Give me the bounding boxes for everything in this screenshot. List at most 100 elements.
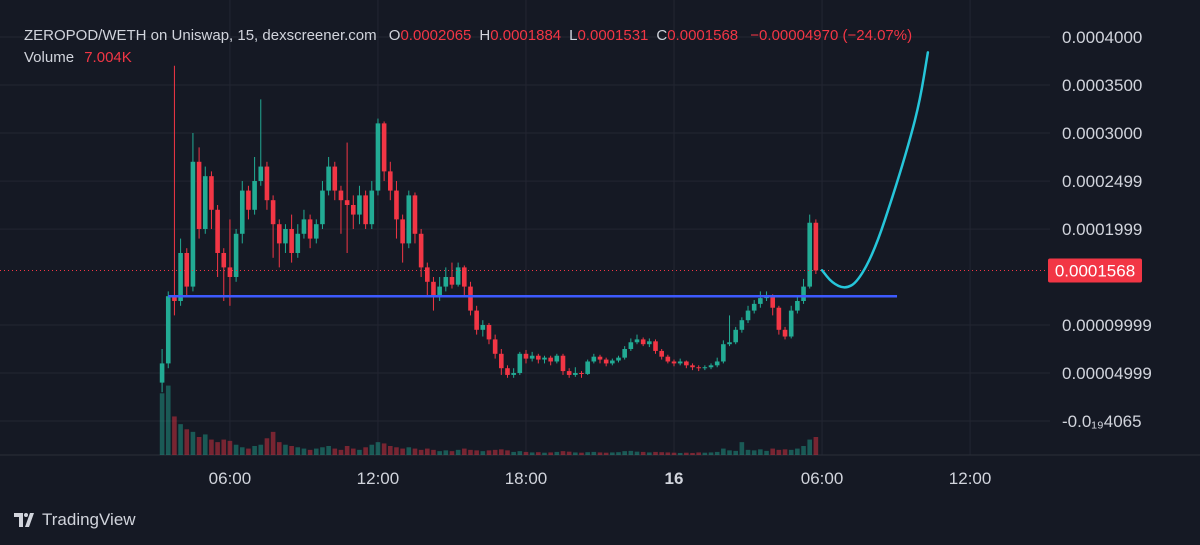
candle-body bbox=[184, 252, 190, 287]
candle-body bbox=[190, 161, 196, 287]
candle-body bbox=[320, 190, 325, 225]
volume-bar bbox=[184, 429, 190, 455]
volume-bar bbox=[603, 452, 609, 455]
candle-body bbox=[702, 367, 708, 369]
candle-body bbox=[437, 286, 442, 297]
candle-body bbox=[338, 190, 344, 201]
volume-bar bbox=[813, 436, 819, 455]
candle-body bbox=[270, 200, 276, 225]
candle-body bbox=[363, 195, 368, 225]
candle-body bbox=[431, 281, 436, 297]
candle-body bbox=[462, 267, 467, 287]
candle-body bbox=[603, 359, 609, 364]
candle-body bbox=[579, 373, 584, 375]
candle-body bbox=[350, 204, 356, 215]
volume-bar bbox=[264, 438, 270, 455]
candle-body bbox=[313, 224, 319, 239]
candle-body bbox=[628, 342, 634, 350]
candle-body bbox=[523, 353, 529, 359]
volume-bar bbox=[591, 451, 597, 455]
candle-body bbox=[733, 329, 738, 343]
volume-bar bbox=[320, 447, 325, 455]
volume-bar bbox=[431, 449, 436, 455]
candle-body bbox=[172, 296, 177, 301]
volume-bar bbox=[702, 452, 708, 455]
candle-body bbox=[486, 325, 492, 340]
volume-bar bbox=[209, 439, 214, 455]
candle-body bbox=[344, 200, 350, 205]
candle-body bbox=[295, 233, 301, 253]
volume-bar bbox=[727, 450, 732, 455]
candle-body bbox=[276, 224, 282, 244]
volume-bar bbox=[239, 447, 245, 455]
candle-body bbox=[499, 353, 504, 369]
candle-body bbox=[215, 209, 220, 253]
volume-bar bbox=[252, 446, 257, 455]
candle-body bbox=[375, 123, 381, 191]
volume-bar bbox=[468, 449, 473, 455]
candle-body bbox=[492, 339, 498, 354]
candle-body bbox=[566, 371, 572, 375]
volume-bar bbox=[714, 451, 720, 455]
candle-body bbox=[708, 365, 714, 368]
volume-bar bbox=[443, 450, 449, 455]
x-tick-label: 16 bbox=[665, 469, 684, 488]
candle-body bbox=[468, 286, 473, 311]
volume-bar bbox=[671, 452, 677, 455]
volume-bar bbox=[628, 450, 634, 455]
volume-bar bbox=[573, 452, 578, 455]
volume-bar bbox=[437, 451, 442, 455]
volume-bar bbox=[733, 450, 738, 455]
candle-body bbox=[684, 361, 689, 366]
x-tick-label: 18:00 bbox=[505, 469, 548, 488]
volume-bar bbox=[221, 439, 227, 455]
volume-bar bbox=[622, 451, 627, 455]
candle-body bbox=[239, 190, 245, 234]
volume-bar bbox=[387, 446, 393, 455]
chart-title: ZEROPOD/WETH on Uniswap, 15, dexscreener… bbox=[24, 27, 377, 44]
volume-bar bbox=[462, 448, 467, 455]
volume-bar bbox=[801, 446, 806, 455]
candle-body bbox=[425, 267, 430, 282]
volume-bar bbox=[653, 451, 658, 455]
candle-body bbox=[554, 355, 560, 362]
volume-bar bbox=[764, 450, 769, 455]
volume-bar bbox=[276, 442, 282, 455]
candle-body bbox=[159, 363, 165, 383]
volume-bar bbox=[486, 450, 492, 455]
ohlc-value: 0.0002065 bbox=[400, 27, 472, 44]
legend: ZEROPOD/WETH on Uniswap, 15, dexscreener… bbox=[24, 25, 912, 69]
volume-bar bbox=[499, 449, 504, 455]
volume-bar bbox=[751, 450, 757, 455]
x-tick-label: 06:00 bbox=[801, 469, 844, 488]
volume-bar bbox=[542, 452, 547, 455]
volume-label: Volume bbox=[24, 49, 75, 66]
y-tick-label: 0.00009999 bbox=[1062, 316, 1152, 335]
candle-body bbox=[511, 373, 516, 375]
volume-bar bbox=[505, 450, 510, 455]
candle-body bbox=[505, 368, 510, 375]
volume-bar bbox=[554, 451, 560, 455]
volume-bar bbox=[301, 448, 307, 455]
volume-bar bbox=[455, 449, 461, 455]
candle-body bbox=[548, 357, 553, 362]
volume-bar bbox=[400, 448, 405, 455]
volume-bar bbox=[313, 448, 319, 455]
candle-body bbox=[536, 355, 541, 360]
volume-bar bbox=[369, 444, 375, 455]
candle-body bbox=[770, 296, 775, 308]
candle-body bbox=[369, 190, 375, 225]
candle-body bbox=[696, 367, 701, 369]
volume-bar bbox=[492, 449, 498, 455]
candle-body bbox=[394, 190, 399, 220]
ohlc-key: L bbox=[569, 27, 578, 44]
candle-body bbox=[610, 360, 615, 364]
volume-bar bbox=[449, 451, 455, 455]
volume-bar bbox=[196, 437, 202, 455]
volume-bar bbox=[202, 434, 208, 455]
volume-bar bbox=[332, 448, 338, 455]
candle-body bbox=[357, 195, 362, 215]
candle-body bbox=[659, 350, 664, 357]
